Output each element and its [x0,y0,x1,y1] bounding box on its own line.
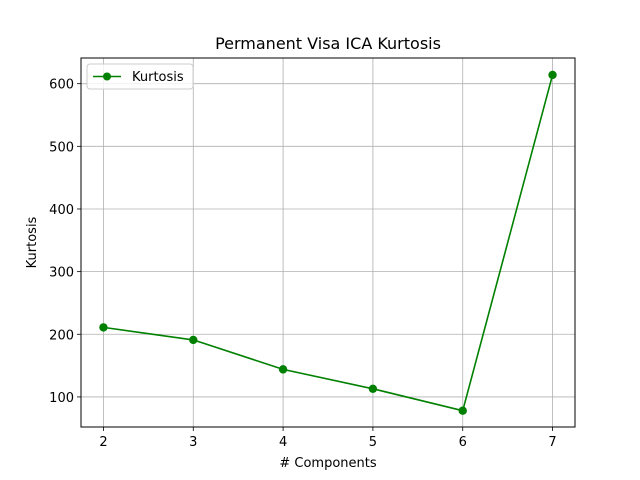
grid [81,58,575,427]
data-point [548,70,557,80]
chart-title: Permanent Visa ICA Kurtosis [215,34,441,53]
data-point [458,406,467,415]
series-layer [99,70,557,415]
legend: Kurtosis [86,63,194,90]
ticks: 2 3 4 5 6 7 100 200 300 400 500 600 [49,78,557,450]
legend-label-kurtosis: Kurtosis [132,70,184,85]
series-line [103,74,554,412]
data-point [189,335,198,345]
y-axis-label: Kurtosis [25,216,40,268]
x-axis-label: # Components [279,456,376,471]
y-tick-label: 400 [49,203,74,218]
legend-box [86,63,194,90]
x-tick-label: 7 [548,435,556,450]
legend-marker-kurtosis [103,72,111,81]
y-tick-label: 200 [49,328,74,343]
x-tick-label: 3 [189,435,197,450]
x-tick-label: 6 [459,435,467,450]
plot-frame [80,57,576,428]
x-tick-label: 2 [99,435,107,450]
x-tick-label: 5 [369,435,377,450]
data-point [99,323,108,332]
y-tick-label: 600 [49,78,74,93]
y-tick-label: 300 [49,266,74,281]
data-point [368,384,378,393]
x-tick-label: 4 [279,435,287,450]
y-tick-label: 500 [49,140,74,155]
y-tick-label: 100 [49,391,74,406]
data-point [278,365,288,374]
